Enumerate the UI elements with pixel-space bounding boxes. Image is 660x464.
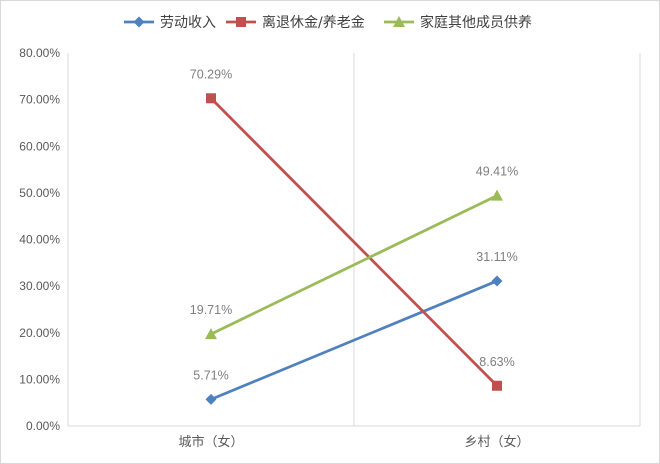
series-line xyxy=(210,97,498,387)
legend-label: 劳动收入 xyxy=(160,15,216,31)
legend-item: 劳动收入 xyxy=(124,15,216,31)
point-marker-square xyxy=(492,380,502,391)
y-tick-label: 0.00% xyxy=(26,419,60,433)
legend: 劳动收入 离退休金/养老金 家庭其他成员供养 xyxy=(124,14,532,31)
data-label: 70.29% xyxy=(190,67,232,81)
legend-item: 离退休金/养老金 xyxy=(226,14,365,31)
y-tick-label: 80.00% xyxy=(19,46,60,60)
y-tick-label: 30.00% xyxy=(19,279,60,293)
point-marker-square xyxy=(206,93,216,104)
data-label: 19.71% xyxy=(190,303,232,317)
x-category-label: 乡村（女） xyxy=(464,434,529,450)
series-0: 5.71% 31.11% xyxy=(193,250,518,405)
point-marker-triangle xyxy=(393,16,405,27)
x-category-label: 城市（女） xyxy=(178,434,243,450)
legend-label: 家庭其他成员供养 xyxy=(420,14,532,31)
point-marker-diamond xyxy=(205,393,217,405)
data-label: 5.71% xyxy=(193,368,228,382)
y-tick-label: 70.00% xyxy=(19,93,60,107)
y-tick-label: 20.00% xyxy=(19,326,60,340)
y-tick-label: 60.00% xyxy=(19,139,60,153)
legend-label: 离退休金/养老金 xyxy=(262,14,365,31)
data-label: 49.41% xyxy=(476,165,518,179)
series-line xyxy=(210,194,498,336)
y-tick-label: 50.00% xyxy=(19,186,60,200)
data-label: 8.63% xyxy=(479,355,514,369)
y-tick-label: 10.00% xyxy=(19,372,60,386)
y-tick-label: 40.00% xyxy=(19,233,60,247)
point-marker-diamond xyxy=(133,16,145,28)
legend-item: 家庭其他成员供养 xyxy=(384,14,532,31)
data-label: 31.11% xyxy=(476,250,517,264)
series-line xyxy=(210,279,498,401)
series-2: 19.71% 49.41% xyxy=(190,165,518,340)
point-marker-square xyxy=(236,17,246,27)
point-marker-triangle xyxy=(491,189,503,201)
point-marker-diamond xyxy=(491,275,503,287)
series-1: 70.29% 8.63% xyxy=(190,67,515,391)
axes: 0.00% 10.00% 20.00% 30.00% 40.00% 50.00% 60.00… xyxy=(19,46,641,450)
point-marker-triangle xyxy=(205,328,217,340)
series-layer: 5.71% 31.11% 70.29% 8.63% 19.71% 49.41% xyxy=(190,67,518,405)
